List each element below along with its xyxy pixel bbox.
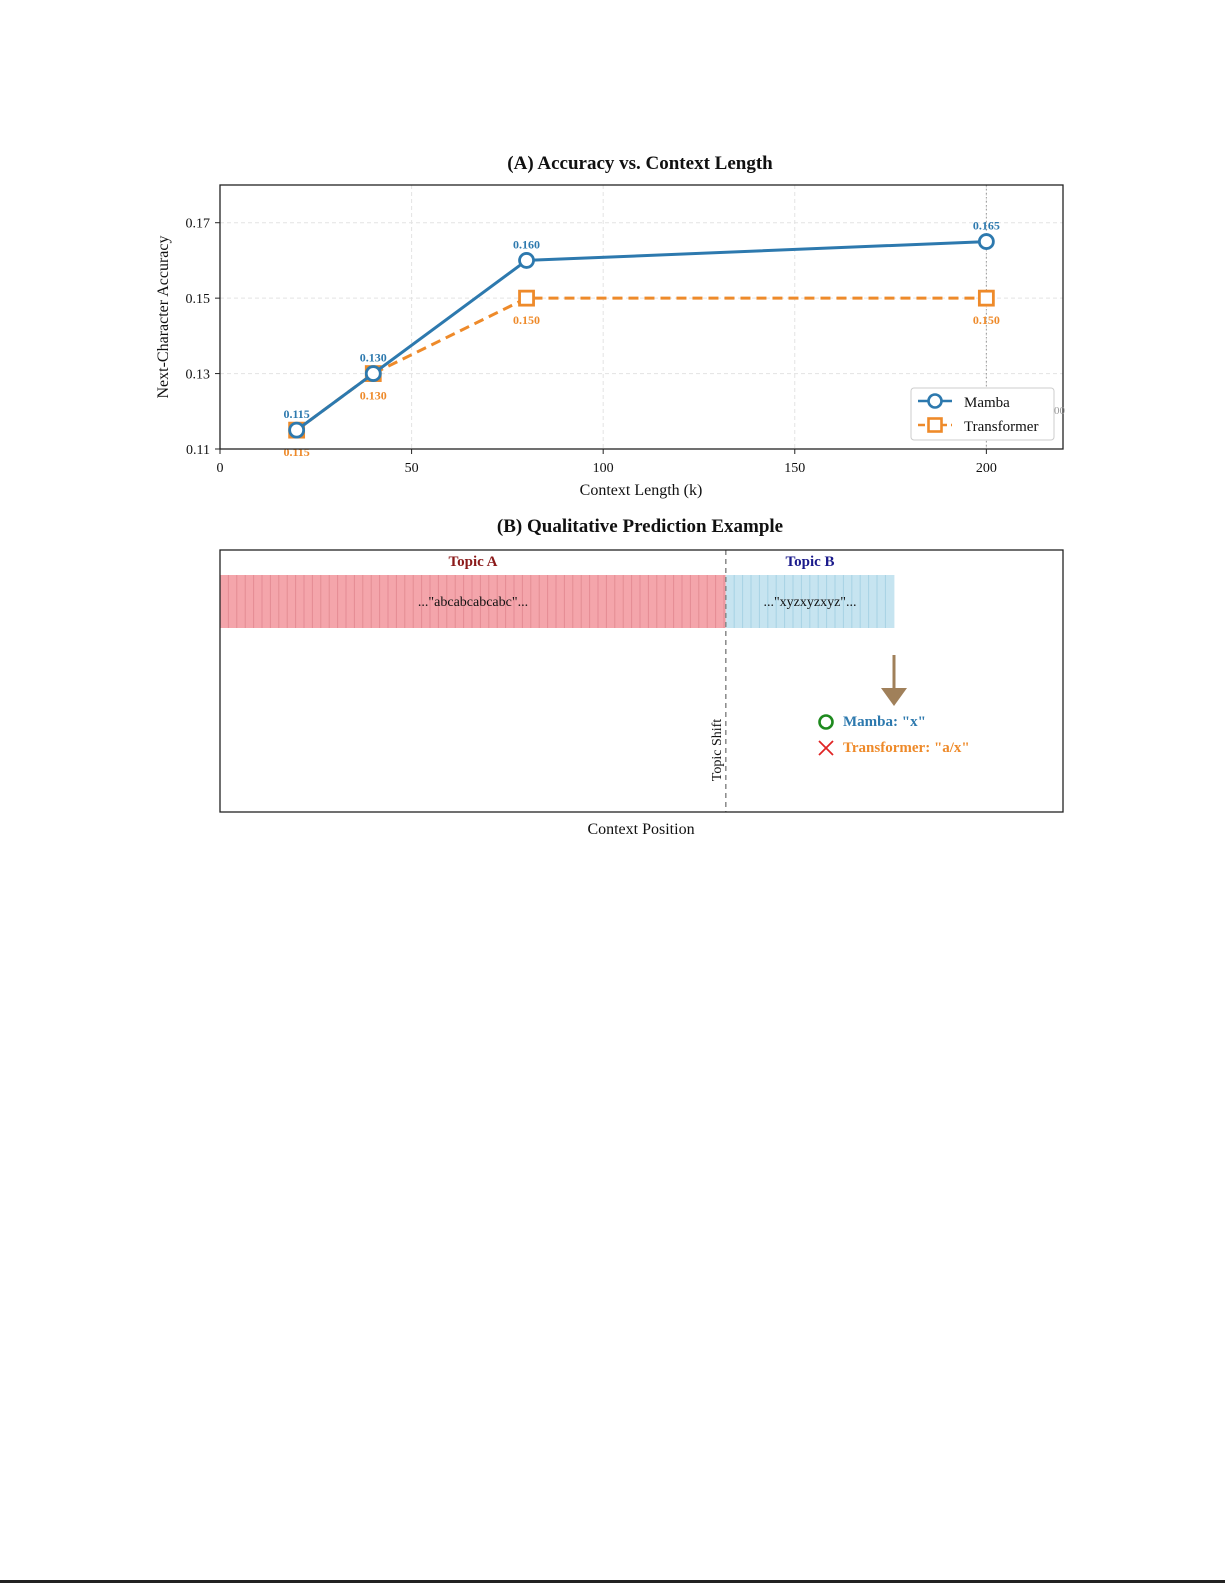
chart-a-title: (A) Accuracy vs. Context Length xyxy=(507,153,773,174)
topic-b-label: Topic B xyxy=(785,554,834,570)
transformer-point xyxy=(518,289,535,307)
legend-mamba-label: Mamba xyxy=(964,395,1010,411)
transformer-data-label: 0.115 xyxy=(283,445,309,459)
chart-a-legend: Mamba Transformer xyxy=(910,387,1055,441)
wrong-icon xyxy=(818,740,834,756)
panel-b-diagram: (B) Qualitative Prediction Example Topic… xyxy=(219,516,1064,838)
legend-transformer-label: Transformer xyxy=(964,419,1038,435)
topic-shift-label: Topic Shift xyxy=(710,719,725,782)
legend-mamba-marker xyxy=(927,393,943,409)
y-tick-label: 0.17 xyxy=(186,217,211,232)
legend-entry-mamba: Mamba xyxy=(918,393,1010,411)
transformer-series-line xyxy=(295,296,987,432)
topic-a-stripes xyxy=(227,575,725,628)
transformer-data-label: 0.150 xyxy=(973,313,1000,327)
topic-a-text: ..."abcabcabcabc"... xyxy=(418,595,528,610)
panel-a-line-chart: (A) Accuracy vs. Context Length 0 50 100 15… xyxy=(155,153,1066,499)
transformer-data-label: 0.150 xyxy=(513,313,540,327)
stray-axis-label: 00 xyxy=(1054,405,1066,417)
prediction-transformer: Transformer: "a/x" xyxy=(818,740,970,756)
legend-transformer-marker xyxy=(927,417,943,433)
topic-b-block: Topic B ..."xyzxyzxyz"... xyxy=(725,554,895,628)
transformer-data-label: 0.130 xyxy=(360,389,387,403)
x-tick-label: 150 xyxy=(784,461,805,476)
prediction-arrow xyxy=(881,655,907,706)
mamba-point xyxy=(364,365,382,382)
arrow-head xyxy=(881,688,907,706)
prediction-mamba: Mamba: "x" xyxy=(818,714,926,730)
chart-b-title: (B) Qualitative Prediction Example xyxy=(497,516,783,537)
mamba-data-label: 0.165 xyxy=(973,219,1000,233)
x-tick-label: 100 xyxy=(593,461,614,476)
chart-a-plot-frame xyxy=(219,184,1064,450)
prediction-mamba-text: Mamba: "x" xyxy=(843,714,926,730)
x-tick-label: 50 xyxy=(405,461,419,476)
mamba-data-label: 0.130 xyxy=(360,351,387,365)
chart-a-x-axis-label: Context Length (k) xyxy=(580,482,703,499)
topic-a-block: Topic A ..."abcabcabcabc"... xyxy=(220,554,726,628)
transformer-point xyxy=(977,289,995,307)
mamba-data-label: 0.115 xyxy=(283,407,309,421)
chart-a-y-axis-label: Next-Character Accuracy xyxy=(155,235,172,398)
chart-b-frame xyxy=(219,549,1064,813)
mamba-data-label: 0.160 xyxy=(513,237,540,251)
x-tick-label: 200 xyxy=(976,461,997,476)
y-tick-label: 0.15 xyxy=(186,292,211,307)
y-tick-label: 0.13 xyxy=(186,368,211,383)
mamba-point xyxy=(518,252,535,269)
topic-b-stripes xyxy=(733,575,886,628)
chart-b-x-axis-label: Context Position xyxy=(587,821,694,838)
y-tick-label: 0.11 xyxy=(186,443,210,458)
correct-icon xyxy=(818,714,834,730)
chart-a-ticks: 0 50 100 150 200 0.11 0.13 0.15 0.17 xyxy=(186,217,997,476)
page-bottom-rule xyxy=(0,1580,1225,1583)
mamba-point xyxy=(288,421,306,439)
prediction-transformer-text: Transformer: "a/x" xyxy=(843,740,970,756)
chart-a-series: 0.115 0.130 0.150 0.150 0.115 0.130 0.160 0.165 xyxy=(283,219,999,460)
topic-a-label: Topic A xyxy=(448,554,497,570)
x-tick-label: 0 xyxy=(217,461,224,476)
mamba-point xyxy=(977,233,995,250)
mamba-series-line xyxy=(295,240,987,432)
topic-b-text: ..."xyzxyzxyz"... xyxy=(763,595,856,610)
legend-entry-transformer: Transformer xyxy=(918,417,1038,435)
